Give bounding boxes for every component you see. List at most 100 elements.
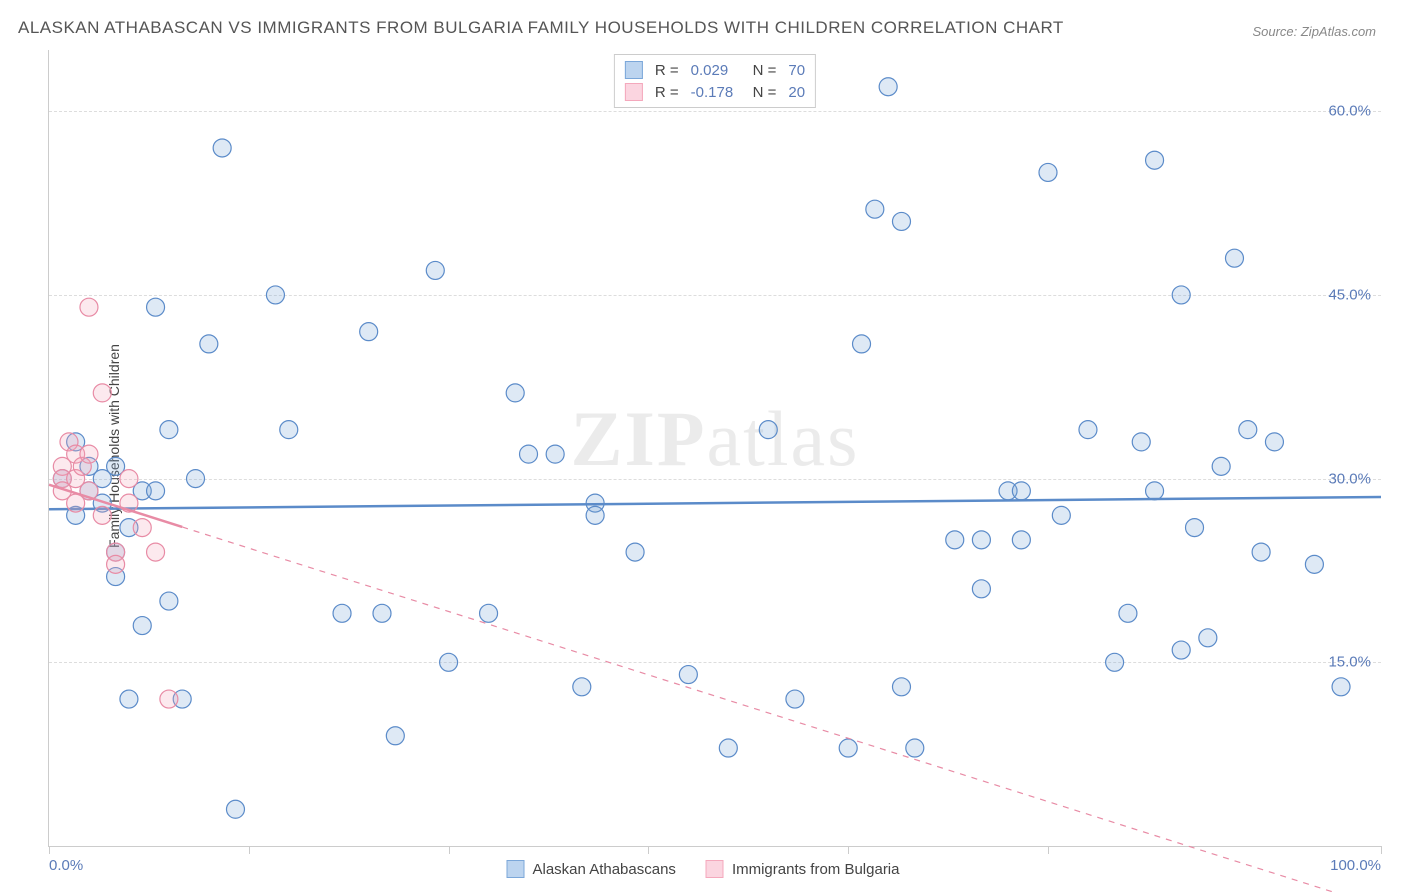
data-point: [1252, 543, 1270, 561]
data-point: [1186, 519, 1204, 537]
data-point: [759, 421, 777, 439]
data-point: [160, 421, 178, 439]
data-point: [1199, 629, 1217, 647]
data-point: [213, 139, 231, 157]
legend-n-label: N =: [753, 62, 777, 79]
legend-series: Alaskan Athabascans Immigrants from Bulga…: [507, 860, 900, 878]
data-point: [133, 519, 151, 537]
data-point: [1119, 604, 1137, 622]
data-point: [80, 445, 98, 463]
legend-series-label: Immigrants from Bulgaria: [732, 861, 900, 878]
data-point: [839, 739, 857, 757]
data-point: [426, 261, 444, 279]
data-point: [373, 604, 391, 622]
legend-r-value: -0.178: [691, 84, 741, 101]
data-point: [160, 690, 178, 708]
data-point: [906, 739, 924, 757]
legend-n-value: 20: [788, 84, 805, 101]
legend-series-item: Alaskan Athabascans: [507, 860, 676, 878]
data-point: [147, 298, 165, 316]
data-point: [972, 580, 990, 598]
data-point: [1052, 506, 1070, 524]
data-point: [120, 690, 138, 708]
data-point: [386, 727, 404, 745]
regression-line: [49, 497, 1381, 509]
data-point: [573, 678, 591, 696]
legend-swatch: [507, 860, 525, 878]
x-tick: [1048, 846, 1049, 854]
legend-swatch: [625, 61, 643, 79]
data-point: [226, 800, 244, 818]
data-point: [1146, 151, 1164, 169]
data-point: [440, 653, 458, 671]
legend-correlation-row: R = -0.178 N = 20: [625, 81, 805, 103]
data-point: [1079, 421, 1097, 439]
legend-r-value: 0.029: [691, 62, 741, 79]
data-point: [1305, 555, 1323, 573]
data-point: [187, 470, 205, 488]
data-point: [147, 482, 165, 500]
data-point: [626, 543, 644, 561]
data-point: [120, 470, 138, 488]
data-point: [1012, 482, 1030, 500]
data-point: [200, 335, 218, 353]
data-point: [866, 200, 884, 218]
data-point: [892, 212, 910, 230]
data-point: [147, 543, 165, 561]
data-point: [1225, 249, 1243, 267]
data-point: [1146, 482, 1164, 500]
x-tick-label: 0.0%: [49, 857, 83, 874]
x-tick-label: 100.0%: [1330, 857, 1381, 874]
data-point: [786, 690, 804, 708]
x-tick: [49, 846, 50, 854]
source-label: Source: ZipAtlas.com: [1252, 24, 1376, 39]
scatter-plot: [49, 50, 1381, 846]
data-point: [1012, 531, 1030, 549]
data-point: [879, 78, 897, 96]
legend-n-value: 70: [788, 62, 805, 79]
data-point: [266, 286, 284, 304]
data-point: [93, 384, 111, 402]
legend-swatch: [706, 860, 724, 878]
data-point: [1239, 421, 1257, 439]
x-tick: [1381, 846, 1382, 854]
legend-r-label: R =: [655, 62, 679, 79]
data-point: [1106, 653, 1124, 671]
data-point: [1265, 433, 1283, 451]
regression-line-extrapolated: [182, 527, 1381, 892]
data-point: [946, 531, 964, 549]
data-point: [80, 298, 98, 316]
data-point: [892, 678, 910, 696]
data-point: [586, 506, 604, 524]
x-tick: [648, 846, 649, 854]
x-tick: [249, 846, 250, 854]
data-point: [1132, 433, 1150, 451]
legend-correlation-row: R = 0.029 N = 70: [625, 59, 805, 81]
data-point: [333, 604, 351, 622]
data-point: [107, 555, 125, 573]
data-point: [1039, 163, 1057, 181]
legend-r-label: R =: [655, 84, 679, 101]
legend-series-item: Immigrants from Bulgaria: [706, 860, 900, 878]
data-point: [679, 666, 697, 684]
data-point: [360, 323, 378, 341]
data-point: [972, 531, 990, 549]
legend-correlation: R = 0.029 N = 70 R = -0.178 N = 20: [614, 54, 816, 108]
data-point: [280, 421, 298, 439]
data-point: [1172, 641, 1190, 659]
data-point: [719, 739, 737, 757]
legend-series-label: Alaskan Athabascans: [533, 861, 676, 878]
x-tick: [449, 846, 450, 854]
data-point: [853, 335, 871, 353]
data-point: [1172, 286, 1190, 304]
legend-n-label: N =: [753, 84, 777, 101]
legend-swatch: [625, 83, 643, 101]
data-point: [133, 617, 151, 635]
data-point: [546, 445, 564, 463]
chart-title: ALASKAN ATHABASCAN VS IMMIGRANTS FROM BU…: [18, 18, 1064, 38]
data-point: [1332, 678, 1350, 696]
data-point: [93, 506, 111, 524]
data-point: [506, 384, 524, 402]
plot-area: ZIPatlas 15.0%30.0%45.0%60.0% R =0.029N …: [48, 50, 1381, 847]
data-point: [520, 445, 538, 463]
